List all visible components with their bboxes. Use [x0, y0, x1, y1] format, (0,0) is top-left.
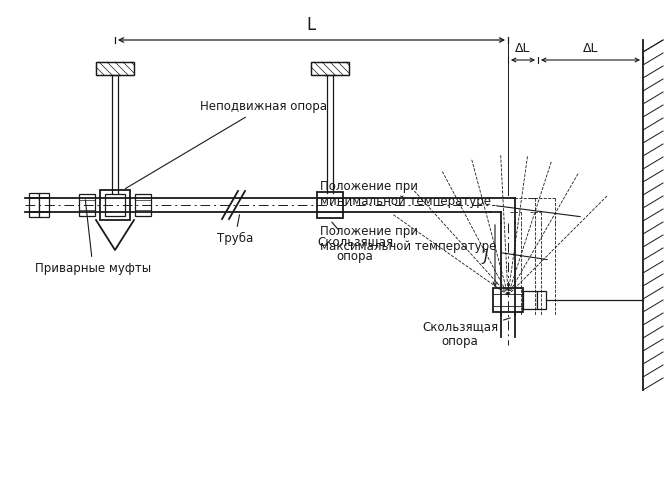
Text: Неподвижная опора: Неподвижная опора	[125, 100, 327, 188]
Bar	[105, 194, 125, 216]
Text: ΔL: ΔL	[515, 42, 531, 55]
Bar	[311, 62, 349, 75]
Bar	[523, 291, 537, 309]
Text: Положение при
минимальной температуре: Положение при минимальной температуре	[320, 180, 580, 216]
Bar	[135, 194, 151, 216]
Bar	[96, 62, 134, 75]
Text: Скользящая
опора: Скользящая опора	[317, 222, 393, 263]
Bar	[96, 62, 134, 75]
Bar	[311, 62, 349, 75]
Text: Труба: Труба	[217, 214, 253, 245]
Bar	[317, 192, 343, 218]
Text: J: J	[484, 248, 488, 264]
Text: Приварные муфты: Приварные муфты	[35, 200, 151, 275]
Bar	[100, 190, 130, 220]
Bar	[39, 193, 49, 217]
Bar	[29, 193, 39, 217]
Text: ΔL: ΔL	[583, 42, 598, 55]
Text: Скользящая
опора: Скользящая опора	[422, 318, 511, 348]
Bar	[493, 288, 523, 312]
Text: L: L	[307, 16, 316, 34]
Bar	[79, 194, 95, 216]
Text: Положение при
максимальной температуре: Положение при максимальной температуре	[320, 225, 547, 260]
Bar	[537, 291, 546, 309]
